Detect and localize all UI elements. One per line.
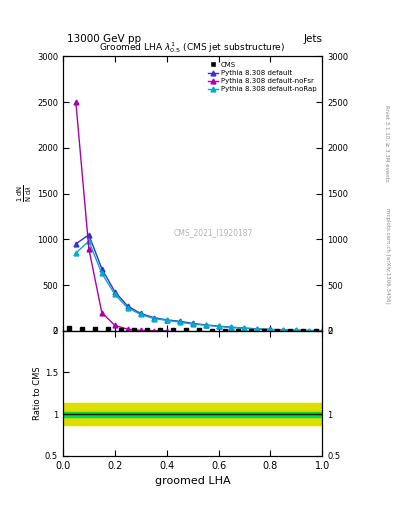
Line: Pythia 8.308 default-noFsr: Pythia 8.308 default-noFsr: [73, 100, 169, 333]
Y-axis label: Ratio to CMS: Ratio to CMS: [33, 367, 42, 420]
Pythia 8.308 default: [242, 325, 247, 331]
CMS: [222, 328, 227, 334]
Pythia 8.308 default: [294, 327, 299, 333]
CMS: [171, 327, 176, 333]
Pythia 8.308 default-noRap: [125, 305, 130, 311]
Pythia 8.308 default-noRap: [112, 291, 117, 297]
CMS: [210, 328, 215, 334]
Text: Rivet 3.1.10, ≥ 3.3M events: Rivet 3.1.10, ≥ 3.3M events: [385, 105, 389, 182]
Pythia 8.308 default-noRap: [268, 327, 273, 333]
Pythia 8.308 default-noFsr: [99, 309, 104, 315]
Pythia 8.308 default: [164, 317, 169, 323]
Pythia 8.308 default: [203, 322, 208, 328]
Pythia 8.308 default: [190, 321, 195, 327]
Text: 13000 GeV pp: 13000 GeV pp: [67, 33, 141, 44]
Pythia 8.308 default: [86, 232, 91, 238]
Pythia 8.308 default-noRap: [151, 315, 156, 322]
Pythia 8.308 default-noFsr: [125, 326, 130, 332]
Pythia 8.308 default: [255, 326, 260, 332]
Pythia 8.308 default-noRap: [164, 317, 169, 324]
CMS: [314, 328, 318, 334]
Pythia 8.308 default-noFsr: [86, 245, 91, 251]
Pythia 8.308 default-noRap: [177, 319, 182, 325]
CMS: [158, 327, 163, 333]
CMS: [67, 325, 72, 331]
Line: CMS: CMS: [67, 326, 318, 333]
Pythia 8.308 default-noRap: [229, 324, 234, 330]
CMS: [119, 327, 123, 333]
Text: Jets: Jets: [303, 33, 322, 44]
Pythia 8.308 default-noRap: [203, 322, 208, 328]
Pythia 8.308 default: [99, 266, 104, 272]
Bar: [63, 403, 322, 425]
Pythia 8.308 default-noFsr: [138, 327, 143, 333]
CMS: [80, 326, 85, 332]
Pythia 8.308 default-noRap: [320, 328, 325, 334]
Pythia 8.308 default: [268, 326, 273, 332]
Text: CMS_2021_I1920187: CMS_2021_I1920187: [174, 228, 253, 237]
Pythia 8.308 default-noRap: [86, 238, 91, 244]
Pythia 8.308 default-noFsr: [151, 328, 156, 334]
Title: Groomed LHA $\lambda^{1}_{0.5}$ (CMS jet substructure): Groomed LHA $\lambda^{1}_{0.5}$ (CMS jet…: [99, 40, 286, 55]
Y-axis label: $\frac{1}{\mathrm{N}} \frac{\mathrm{d}\mathrm{N}}{\mathrm{d}\lambda}$: $\frac{1}{\mathrm{N}} \frac{\mathrm{d}\m…: [16, 185, 34, 202]
CMS: [197, 327, 202, 333]
Pythia 8.308 default: [151, 314, 156, 321]
Pythia 8.308 default-noFsr: [112, 323, 117, 329]
Pythia 8.308 default-noFsr: [164, 328, 169, 334]
Pythia 8.308 default: [73, 241, 78, 247]
CMS: [301, 328, 305, 334]
Line: Pythia 8.308 default: Pythia 8.308 default: [73, 232, 325, 333]
Bar: [63, 412, 322, 417]
Pythia 8.308 default-noRap: [294, 327, 299, 333]
Pythia 8.308 default-noRap: [73, 250, 78, 256]
Pythia 8.308 default-noRap: [216, 324, 221, 330]
Pythia 8.308 default-noFsr: [73, 99, 78, 105]
CMS: [262, 328, 266, 334]
X-axis label: groomed LHA: groomed LHA: [155, 476, 230, 486]
Pythia 8.308 default-noRap: [138, 311, 143, 317]
CMS: [288, 328, 292, 334]
Pythia 8.308 default-noRap: [255, 326, 260, 332]
Pythia 8.308 default: [307, 328, 312, 334]
Pythia 8.308 default: [177, 318, 182, 324]
Pythia 8.308 default-noRap: [281, 327, 286, 333]
Pythia 8.308 default: [138, 310, 143, 316]
Pythia 8.308 default: [281, 327, 286, 333]
Pythia 8.308 default: [125, 303, 130, 309]
Pythia 8.308 default: [112, 288, 117, 294]
CMS: [236, 328, 241, 334]
Legend: CMS, Pythia 8.308 default, Pythia 8.308 default-noFsr, Pythia 8.308 default-noRa: CMS, Pythia 8.308 default, Pythia 8.308 …: [206, 60, 319, 94]
Text: mcplots.cern.ch [arXiv:1306.3436]: mcplots.cern.ch [arXiv:1306.3436]: [385, 208, 389, 304]
CMS: [132, 327, 137, 333]
CMS: [274, 328, 279, 334]
Line: Pythia 8.308 default-noRap: Pythia 8.308 default-noRap: [73, 239, 325, 333]
Pythia 8.308 default-noRap: [242, 325, 247, 331]
CMS: [106, 326, 111, 332]
Pythia 8.308 default: [320, 328, 325, 334]
CMS: [145, 327, 150, 333]
Pythia 8.308 default-noRap: [99, 270, 104, 276]
Pythia 8.308 default: [216, 323, 221, 329]
Pythia 8.308 default-noRap: [307, 328, 312, 334]
Pythia 8.308 default-noRap: [190, 321, 195, 327]
CMS: [93, 326, 98, 332]
CMS: [249, 328, 253, 334]
CMS: [184, 327, 189, 333]
Pythia 8.308 default: [229, 324, 234, 330]
